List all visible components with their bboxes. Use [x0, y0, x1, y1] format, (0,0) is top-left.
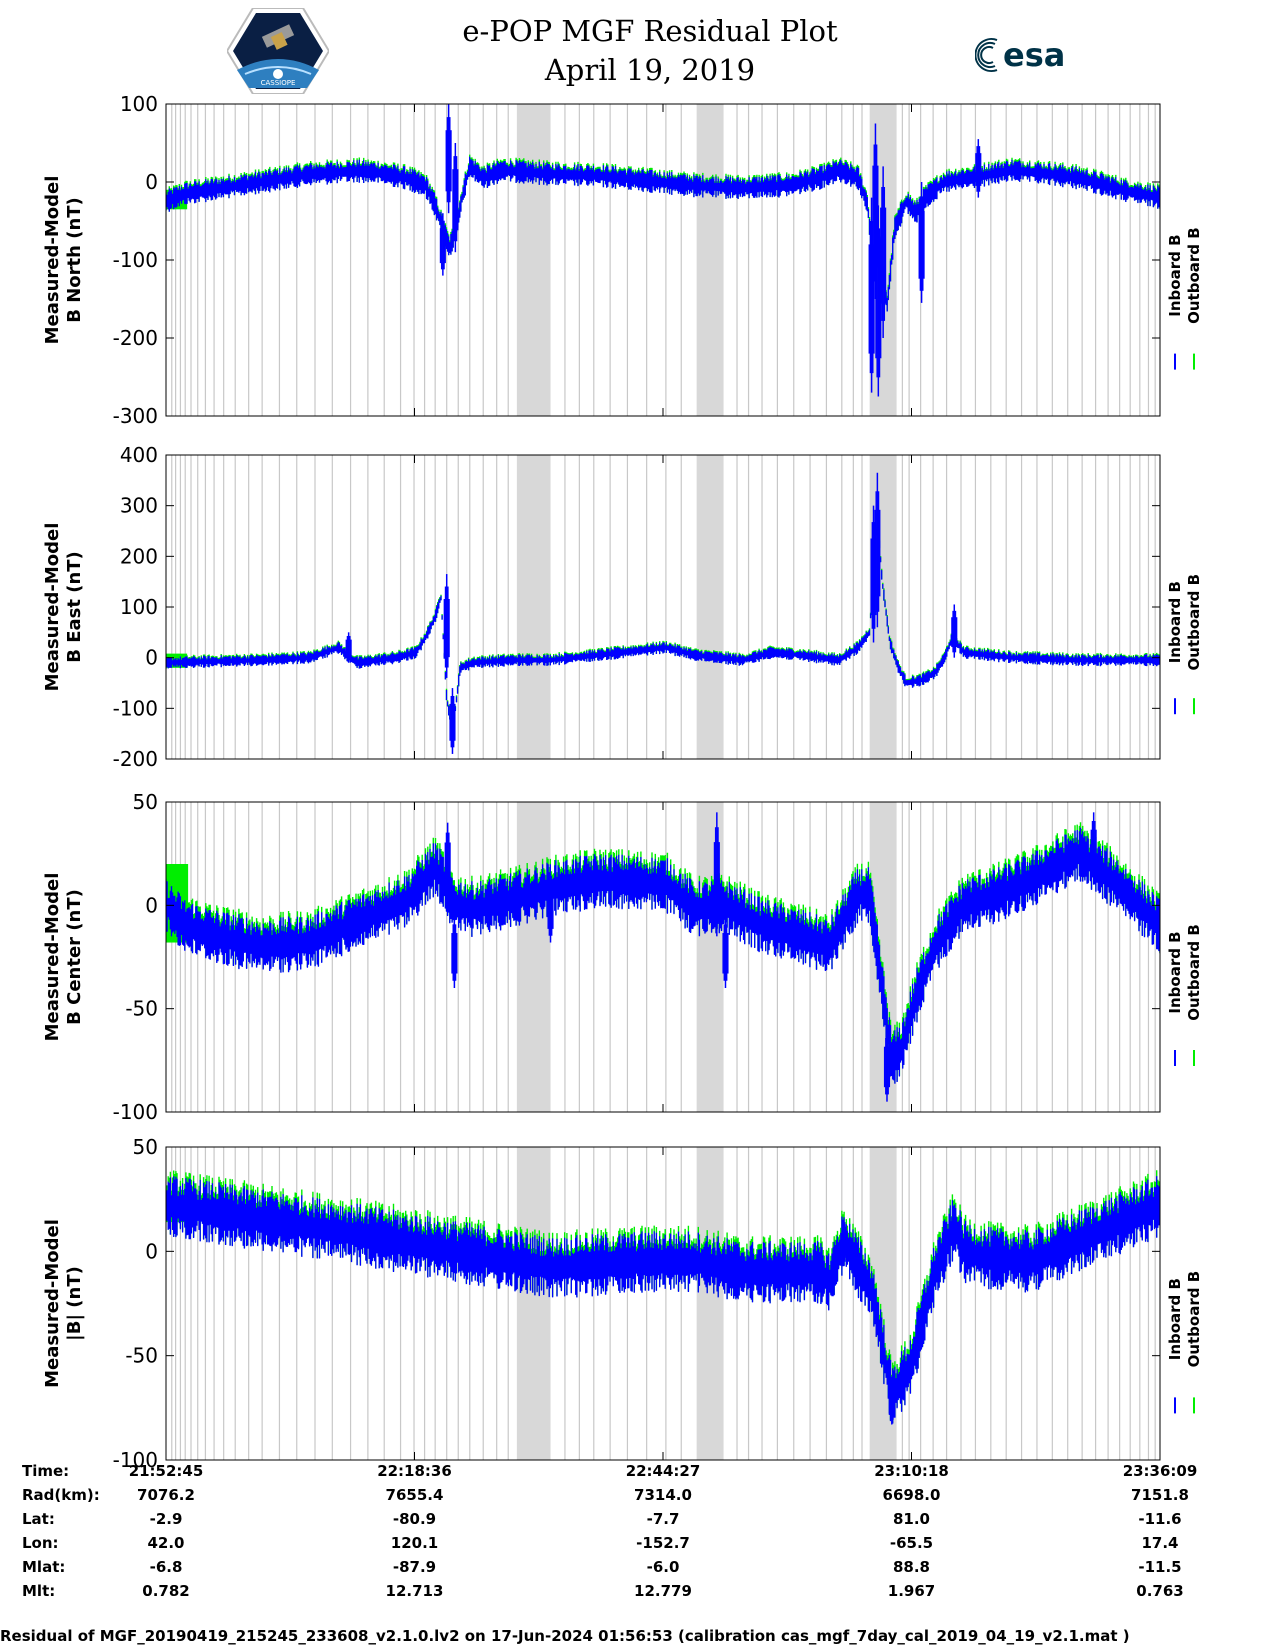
annotation-row-label: Lat:	[22, 1510, 55, 1528]
y-tick-label: -100	[113, 1100, 158, 1124]
legend: Inboard BOutboard B	[1166, 1271, 1203, 1368]
gap-shade	[696, 1147, 724, 1460]
annotation-value: 23:36:09	[1122, 1462, 1198, 1480]
y-tick-label: 0	[145, 170, 158, 194]
annotation-value: -2.9	[149, 1510, 183, 1528]
panel-b-magnitude: 50 0 -50 -100 Measured-Model|B| (nT) Inboard …	[42, 1135, 1203, 1472]
y-axis-label: Measured-Model|B| (nT)	[42, 1219, 85, 1388]
gap-shade	[696, 104, 724, 416]
gap-shade	[516, 1147, 551, 1460]
y-tick-label: 0	[145, 646, 158, 670]
annotation-value: -80.9	[392, 1510, 437, 1528]
legend: Inboard BOutboard B	[1166, 924, 1203, 1021]
y-tick-label: -50	[125, 997, 158, 1021]
annotation-value: 6698.0	[882, 1486, 941, 1504]
y-tick-label: -100	[113, 248, 158, 272]
y-axis-label: Measured-ModelB North (nT)	[42, 176, 85, 345]
gap-shade	[516, 455, 551, 759]
annotation-value: 0.763	[1136, 1582, 1184, 1600]
annotation-value: -152.7	[636, 1534, 690, 1552]
annotation-value: -6.8	[149, 1558, 183, 1576]
y-tick-label: -100	[113, 1448, 158, 1472]
annotation-value: 1.967	[887, 1582, 936, 1600]
y-tick-label: 400	[120, 443, 158, 467]
annotation-value: 42.0	[147, 1534, 185, 1552]
annotation-value: 120.1	[390, 1534, 439, 1552]
gap-shade	[696, 455, 724, 759]
annotation-value: 88.8	[892, 1558, 930, 1576]
plot-date: April 19, 2019	[544, 53, 756, 87]
series-inboard	[166, 514, 1160, 737]
annotation-value: 17.4	[1141, 1534, 1179, 1552]
footer-caption: Residual of MGF_20190419_215245_233608_v…	[0, 1627, 1130, 1645]
y-tick-label: -300	[113, 404, 158, 428]
legend: Inboard BOutboard B	[1166, 227, 1203, 324]
annotation-value: 81.0	[892, 1510, 930, 1528]
annotation-value: -11.6	[1138, 1510, 1182, 1528]
cassiope-logo: CASSIOPE	[227, 8, 329, 94]
annotation-value: 0.782	[142, 1582, 190, 1600]
annotation-row-label: Rad(km):	[22, 1486, 100, 1504]
y-tick-label: 300	[120, 494, 158, 518]
legend: Inboard BOutboard B	[1166, 574, 1203, 671]
annotation-value: -6.0	[646, 1558, 680, 1576]
annotation-value: 22:44:27	[625, 1462, 701, 1480]
esa-logo-text: esa	[1003, 36, 1065, 74]
esa-logo: esa	[975, 36, 1065, 74]
annotation-value: -65.5	[889, 1534, 934, 1552]
annotation-value: 7655.4	[385, 1486, 444, 1504]
annotation-row-label: Mlat:	[22, 1558, 66, 1576]
panel-b-north: 100 0 -100 -200 -300 Measured-ModelB North (n…	[42, 92, 1203, 428]
y-tick-label: 100	[120, 595, 158, 619]
y-tick-label: -200	[113, 326, 158, 350]
plot-title: e-POP MGF Residual Plot	[462, 14, 838, 48]
y-tick-label: -200	[113, 747, 158, 771]
series-inboard	[166, 156, 1160, 312]
y-tick-label: 0	[145, 893, 158, 917]
annotation-row-label: Lon:	[22, 1534, 59, 1552]
annotation-value: 22:18:36	[377, 1462, 452, 1480]
annotation-value: 12.779	[634, 1582, 692, 1600]
annotation-value: -11.5	[1138, 1558, 1182, 1576]
y-tick-label: -50	[125, 1344, 158, 1368]
annotation-value: 21:52:45	[128, 1462, 204, 1480]
y-tick-label: 100	[120, 92, 158, 116]
annotation-row-label: Mlt:	[22, 1582, 56, 1600]
panel-b-center: 50 0 -50 -100 Measured-ModelB Center (nT) Inb…	[42, 790, 1203, 1124]
annotation-value: 7314.0	[634, 1486, 692, 1504]
gap-shade	[516, 802, 551, 1112]
annotation-value: 12.713	[385, 1582, 444, 1600]
gap-shade	[516, 104, 551, 416]
cassiope-logo-text: CASSIOPE	[261, 79, 296, 87]
annotation-value: 23:10:18	[874, 1462, 949, 1480]
y-tick-label: -100	[113, 696, 158, 720]
annotation-row-label: Time:	[22, 1462, 70, 1480]
annotation-value: 7151.8	[1131, 1486, 1189, 1504]
y-axis-label: Measured-ModelB East (nT)	[42, 523, 85, 692]
y-tick-label: 0	[145, 1239, 158, 1263]
series-inboard	[166, 1176, 1160, 1424]
y-tick-label: 200	[120, 544, 158, 568]
annotation-value: -87.9	[392, 1558, 437, 1576]
y-axis-label: Measured-ModelB Center (nT)	[42, 873, 85, 1042]
annotation-value: -7.7	[646, 1510, 680, 1528]
y-tick-label: 50	[133, 790, 158, 814]
annotation-value: 7076.2	[137, 1486, 195, 1504]
y-tick-label: 50	[133, 1135, 158, 1159]
panel-b-east: 400 300 200 100 0 -100 -200 Measured-ModelB Eas…	[42, 443, 1203, 771]
